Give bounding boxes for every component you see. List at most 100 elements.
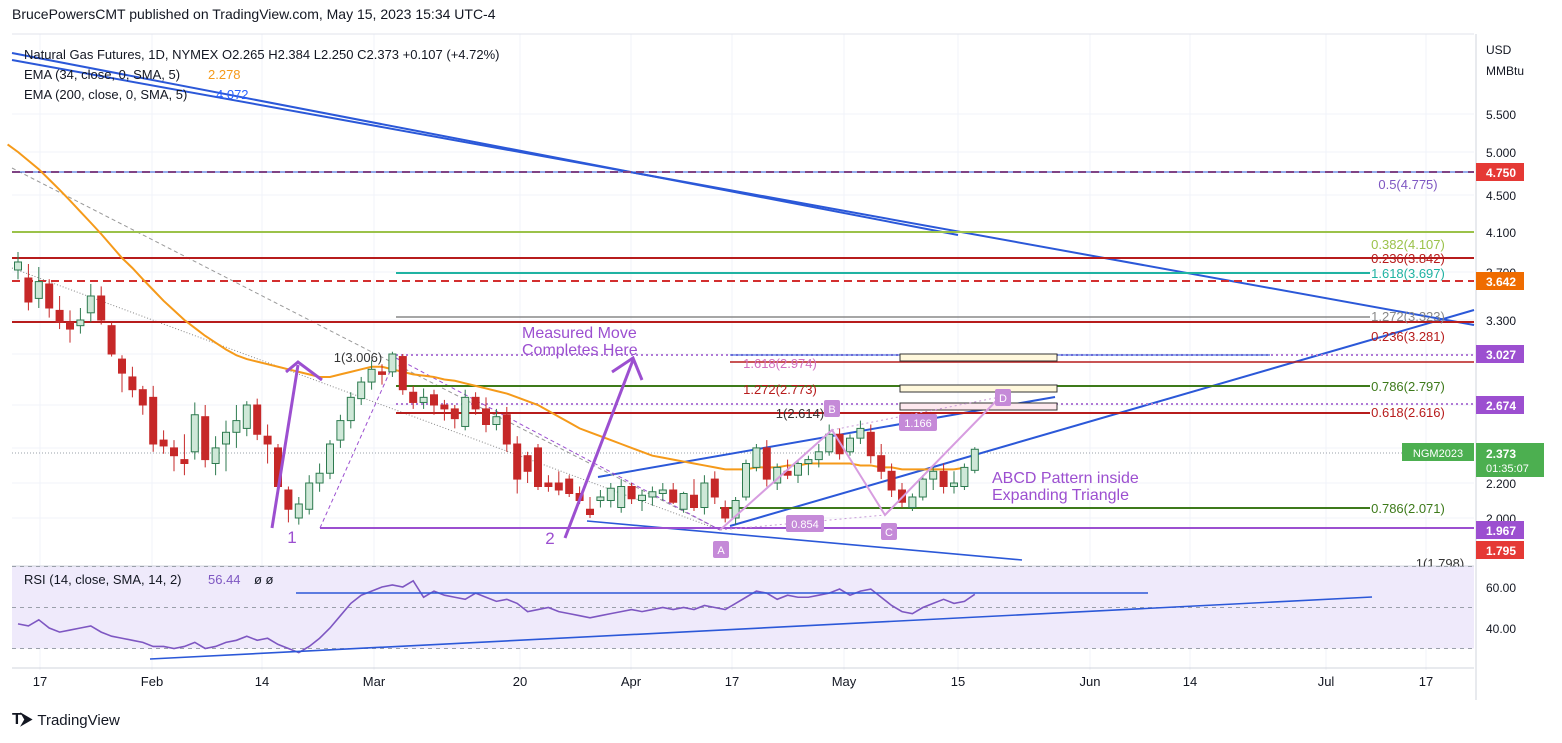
candle-body: [24, 277, 33, 303]
candle: [794, 459, 802, 483]
x-tick-label: 17: [1419, 674, 1433, 689]
candle: [825, 424, 834, 456]
candle: [929, 467, 938, 490]
candle-body: [638, 494, 646, 501]
x-tick-label: Apr: [621, 674, 642, 689]
candle: [565, 475, 574, 497]
rsi-tick-label: 40.00: [1486, 622, 1516, 636]
candle-body: [409, 391, 418, 403]
pattern-point-label: A: [717, 545, 725, 557]
pattern-point-c: [881, 523, 897, 540]
candle: [544, 475, 553, 492]
annotation-text: Expanding Triangle: [992, 487, 1129, 504]
candle-body: [565, 478, 574, 495]
price-badge-value: 2.674: [1486, 399, 1516, 413]
candle: [627, 483, 636, 504]
candle: [211, 436, 220, 476]
level-label: 1(2.614): [776, 406, 824, 421]
candle-body: [960, 466, 969, 487]
x-tick-label: 15: [951, 674, 965, 689]
target-zone-box: [899, 384, 1058, 393]
candle: [866, 424, 875, 464]
candle-body: [128, 376, 137, 391]
candle-body: [742, 463, 750, 498]
level-label: 1.618(3.697): [1371, 266, 1445, 281]
candle-body: [669, 489, 678, 503]
candle: [471, 392, 480, 415]
price-tick-label: 5.500: [1486, 108, 1516, 122]
candle-body: [336, 420, 345, 441]
candle-body: [679, 493, 688, 510]
candle-body: [398, 356, 407, 391]
price-tick-label: 3.300: [1486, 314, 1516, 328]
candle-body: [315, 472, 324, 484]
candle-body: [814, 451, 823, 461]
candle-body: [294, 503, 303, 519]
candle: [315, 463, 324, 492]
rsi-legend: RSI (14, close, SMA, 14, 2): [24, 572, 182, 587]
price-badge-value: 3.027: [1486, 348, 1516, 362]
level-label: 0.236(3.281): [1371, 329, 1445, 344]
wave-1-arrowhead: [285, 360, 323, 382]
candle: [690, 479, 698, 511]
candle: [814, 444, 823, 468]
abcd-pattern-line: [719, 396, 1001, 531]
candle-body: [482, 408, 490, 425]
candle-body: [690, 494, 698, 508]
level-label: 1(3.006): [334, 350, 382, 365]
price-tick-label: 4.100: [1486, 226, 1516, 240]
level-label: 1.618(2.974): [743, 356, 817, 371]
candle: [554, 471, 563, 496]
candle-body: [107, 325, 116, 355]
candle: [606, 483, 615, 508]
candle: [45, 279, 54, 318]
wave-label: 1: [287, 528, 296, 547]
price-badge: [1476, 272, 1524, 290]
candle: [149, 385, 158, 452]
candle-body: [55, 309, 64, 323]
candle-body: [534, 447, 542, 487]
candle: [752, 444, 761, 472]
candle-body: [939, 470, 948, 487]
candle-body: [86, 295, 95, 314]
candle: [596, 490, 605, 508]
candle: [648, 486, 657, 506]
candle: [731, 497, 740, 525]
pattern-point-label: B: [828, 404, 835, 416]
candle: [76, 308, 85, 334]
candle-body: [357, 381, 366, 400]
bd-dotted: [831, 396, 1001, 431]
ema34-polyline: [7, 143, 965, 471]
candle: [263, 424, 272, 464]
candle: [502, 406, 511, 452]
candle: [950, 471, 958, 494]
candle: [367, 360, 376, 390]
pattern-point-d: [995, 389, 1011, 406]
rsi-line: [17, 579, 976, 654]
target-zone-box: [899, 402, 1058, 411]
annotation-text: ABCD Pattern inside: [992, 470, 1139, 487]
candle: [669, 483, 678, 504]
rsi-extra: ø ø: [254, 572, 274, 587]
candle: [201, 405, 210, 468]
candle: [523, 451, 532, 483]
x-tick-label: 17: [33, 674, 47, 689]
candle-body: [887, 470, 896, 491]
candle: [482, 397, 490, 433]
level-label: 0.236(3.842): [1371, 251, 1445, 266]
candle: [970, 447, 979, 474]
candle: [107, 322, 116, 357]
candle-body: [450, 408, 459, 420]
candle-body: [471, 396, 480, 410]
level-label: 0.786(2.071): [1371, 501, 1445, 516]
fib-levels: 0.5(4.775)0.382(4.107)0.236(3.842)1.618(…: [12, 171, 1474, 571]
candle-body: [305, 482, 314, 510]
wave-label: 2: [545, 529, 554, 548]
candle-body: [794, 463, 802, 476]
annotation-text: Completes Here: [522, 342, 638, 359]
price-badge: [1476, 345, 1524, 363]
candle: [138, 385, 147, 415]
candle: [294, 497, 303, 525]
